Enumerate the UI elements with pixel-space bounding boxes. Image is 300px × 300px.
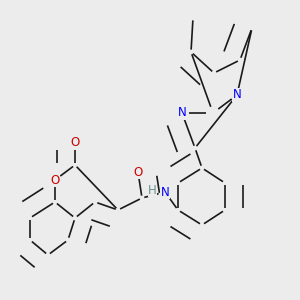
Text: O: O [134, 166, 142, 178]
Text: N: N [160, 185, 169, 199]
Text: O: O [50, 173, 60, 187]
Text: H: H [148, 184, 157, 197]
Text: N: N [178, 106, 186, 119]
Text: N: N [232, 88, 242, 101]
Text: O: O [70, 136, 80, 149]
